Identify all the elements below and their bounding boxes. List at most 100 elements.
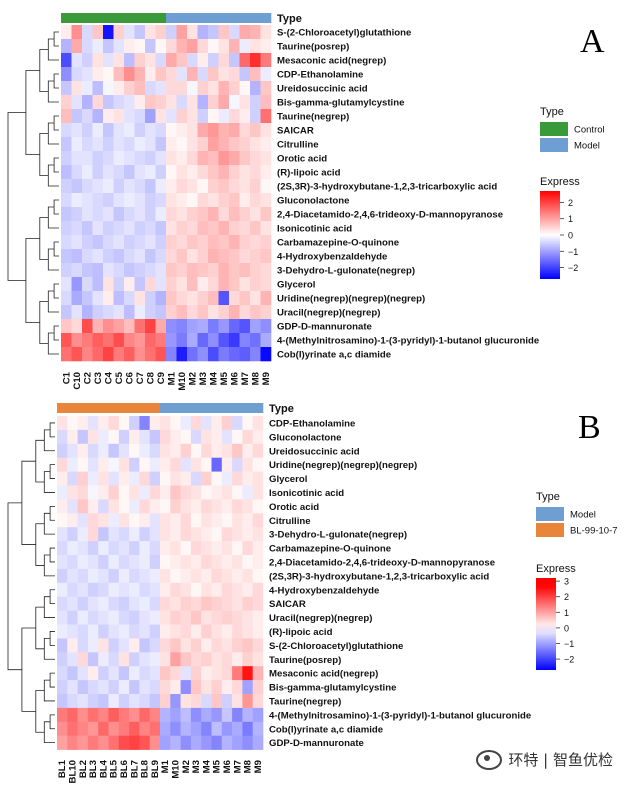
heatmap-cell — [67, 707, 78, 723]
heatmap-cell — [134, 53, 146, 68]
type-bar-label: Type — [269, 403, 294, 415]
heatmap-cell — [87, 416, 99, 431]
heatmap-cell — [118, 555, 130, 570]
heatmap-cell — [155, 263, 167, 278]
heatmap-cell — [113, 221, 125, 236]
heatmap-cell — [208, 165, 219, 180]
row-label: Ureidosuccinic acid — [277, 84, 368, 95]
heatmap-cell — [260, 95, 272, 110]
heatmap-cell — [77, 735, 89, 750]
heatmap-cell — [67, 596, 78, 611]
type-legend-swatch — [536, 523, 564, 537]
heatmap-cell — [190, 513, 202, 528]
heatmap-cell — [134, 221, 146, 236]
heatmap-cell — [82, 81, 93, 96]
heatmap-cell — [187, 25, 198, 40]
heatmap-cell — [218, 221, 230, 236]
heatmap-cell — [134, 305, 146, 320]
heatmap-cell — [201, 638, 212, 653]
heatmap-cell — [113, 109, 125, 124]
heatmap-cell — [221, 680, 233, 695]
express-tick-label: −2 — [564, 655, 574, 665]
heatmap-cell — [160, 555, 171, 570]
heatmap-cell — [180, 680, 192, 695]
heatmap-cell — [118, 596, 130, 611]
heatmap-cell — [166, 109, 177, 124]
heatmap-cell — [166, 319, 177, 334]
heatmap-cell — [229, 123, 240, 138]
heatmap-cell — [134, 347, 146, 362]
dendrogram-branch — [35, 439, 45, 483]
heatmap-cell — [134, 25, 146, 40]
type-bar-cell — [180, 403, 192, 413]
heatmap-cell — [252, 735, 264, 750]
heatmap-cell — [170, 485, 181, 500]
heatmap-cell — [77, 541, 89, 556]
heatmap-cell — [166, 347, 177, 362]
type-bar-cell — [218, 13, 230, 23]
heatmap-cell — [103, 263, 114, 278]
type-bar-cell — [98, 403, 109, 413]
heatmap-cell — [145, 263, 156, 278]
express-tick-label: 2 — [568, 198, 573, 208]
heatmap-cell — [124, 95, 135, 110]
express-legend-title: Express — [536, 563, 576, 575]
heatmap-cell — [155, 109, 167, 124]
heatmap-cell — [71, 137, 83, 152]
heatmap-cell — [57, 513, 68, 528]
heatmap-cell — [211, 680, 223, 695]
heatmap-cell — [139, 499, 150, 514]
heatmap-cell — [221, 666, 233, 681]
heatmap-cell — [77, 513, 89, 528]
heatmap-cell — [250, 179, 261, 194]
heatmap-cell — [190, 568, 202, 584]
heatmap-cell — [176, 263, 188, 278]
heatmap-cell — [98, 457, 109, 472]
heatmap-cell — [201, 680, 212, 695]
row-label: Gluconolactone — [277, 196, 350, 207]
heatmap-cell — [155, 277, 167, 292]
row-label: 4-Hydroxybenzaldehyde — [269, 585, 379, 596]
heatmap-cell — [232, 610, 243, 625]
heatmap-cell — [82, 347, 93, 362]
dendrogram-branch — [25, 70, 40, 155]
heatmap-cell — [108, 499, 120, 514]
heatmap-cell — [139, 471, 150, 486]
heatmap-cell — [139, 568, 150, 584]
heatmap-cell — [129, 624, 140, 639]
heatmap-cell — [208, 39, 219, 54]
heatmap-cell — [134, 193, 146, 208]
heatmap-cell — [239, 151, 251, 166]
heatmap-cell — [87, 610, 99, 625]
heatmap-cell — [160, 527, 171, 542]
heatmap-cell — [166, 221, 177, 236]
heatmap-cell — [232, 499, 243, 514]
heatmap-cell — [71, 263, 83, 278]
heatmap-cell — [170, 471, 181, 486]
heatmap-cell — [242, 638, 253, 653]
heatmap-cell — [103, 53, 114, 68]
heatmap-cell — [166, 333, 177, 348]
column-label: BL5 — [109, 759, 120, 778]
heatmap-cell — [218, 319, 230, 334]
heatmap-cell — [82, 235, 93, 250]
dendrogram-branch — [39, 49, 49, 92]
heatmap-cell — [160, 638, 171, 653]
heatmap-cell — [67, 568, 78, 584]
column-label: BL1 — [57, 759, 68, 778]
heatmap-cell — [160, 680, 171, 695]
heatmap-cell — [232, 624, 243, 639]
heatmap-cell — [232, 443, 243, 458]
heatmap-cell — [197, 165, 209, 180]
heatmap-cell — [118, 707, 130, 723]
column-label: C8 — [145, 371, 156, 384]
heatmap-cell — [229, 165, 240, 180]
heatmap-cell — [149, 721, 161, 736]
heatmap-cell — [155, 95, 167, 110]
column-label: M7 — [232, 760, 243, 773]
heatmap-cell — [242, 694, 253, 709]
heatmap-cell — [118, 513, 130, 528]
heatmap-cell — [134, 165, 146, 180]
heatmap-cell — [61, 81, 72, 96]
heatmap-cell — [67, 610, 78, 625]
